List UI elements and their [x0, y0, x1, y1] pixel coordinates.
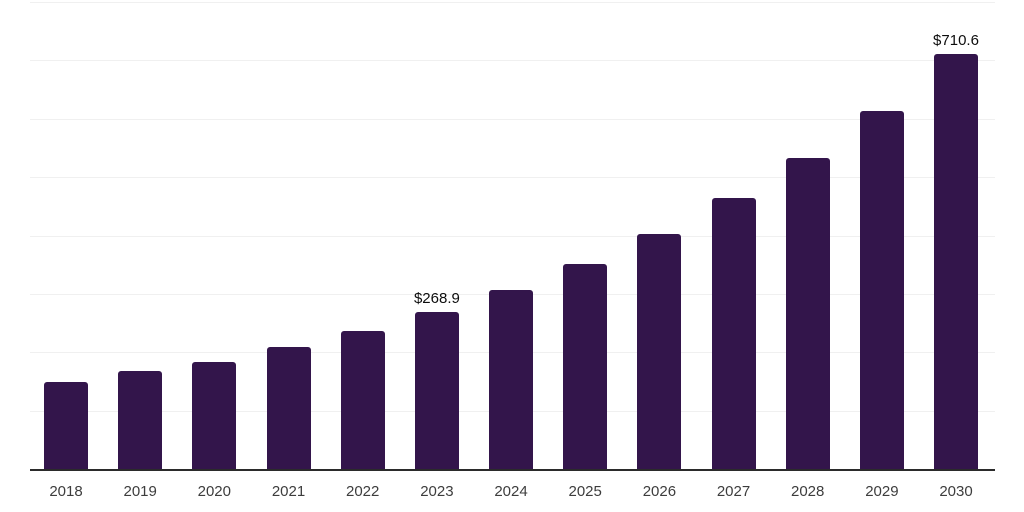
x-axis-line: [30, 469, 995, 471]
x-tick-label-2019: 2019: [123, 483, 157, 500]
gridline-500: [30, 177, 995, 179]
gridline-800: [30, 2, 995, 3]
x-tick-label-2030: 2030: [939, 483, 973, 500]
x-tick-label-2026: 2026: [642, 483, 677, 500]
data-label-2030: $710.6: [933, 32, 979, 50]
gridline-400: [30, 235, 995, 237]
bar-2024: [489, 289, 533, 469]
bar-2028: [785, 157, 830, 469]
bar-2027: [711, 198, 756, 469]
x-tick-label-2022: 2022: [346, 483, 380, 500]
x-tick-label-2018: 2018: [49, 483, 83, 500]
x-tick-label-2025: 2025: [568, 483, 602, 500]
bar-2030: [934, 54, 978, 469]
x-tick-label-2027: 2027: [716, 483, 751, 500]
gridline-700: [30, 60, 995, 62]
bar-2019: [118, 370, 163, 469]
data-label-2023: $268.9: [413, 290, 460, 307]
bar-2021: [266, 347, 311, 469]
x-tick-label-2020: 2020: [197, 483, 231, 500]
x-tick-label-2029: 2029: [865, 483, 899, 500]
bar-2025: [563, 263, 608, 469]
x-tick-label-2028: 2028: [791, 483, 825, 500]
bar-2023: [414, 312, 459, 469]
gridline-600: [30, 118, 995, 120]
bar-2029: [859, 110, 904, 469]
bar-2018: [44, 381, 88, 469]
x-tick-label-2021: 2021: [271, 483, 306, 500]
x-tick-label-2023: 2023: [420, 483, 454, 500]
bar-2022: [340, 330, 385, 469]
bar-2026: [637, 234, 682, 469]
bar-2020: [192, 361, 237, 469]
x-tick-label-2024: 2024: [494, 483, 528, 500]
